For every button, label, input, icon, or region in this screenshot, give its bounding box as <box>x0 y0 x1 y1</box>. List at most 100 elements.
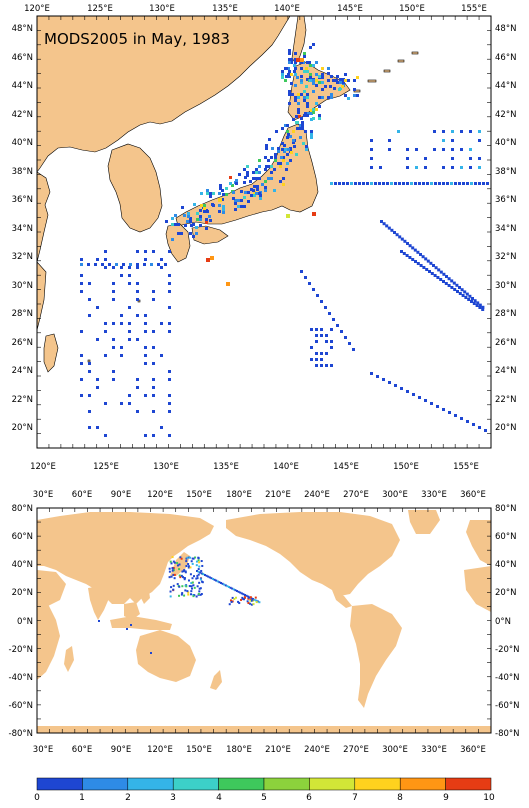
observation-cell <box>143 263 146 266</box>
observation-cell <box>247 597 250 600</box>
y-label: 24°N <box>12 366 33 376</box>
observation-cell <box>303 90 306 93</box>
observation-cell <box>244 176 247 179</box>
observation-cell <box>315 328 318 331</box>
observation-cell <box>466 182 469 185</box>
observation-cell <box>88 370 91 373</box>
observation-cell <box>446 182 449 185</box>
observation-cell <box>469 166 472 169</box>
observation-cell <box>286 124 289 127</box>
observation-cell <box>284 124 287 127</box>
observation-cell <box>288 102 291 105</box>
observation-cell <box>309 46 312 49</box>
observation-cell <box>288 49 291 52</box>
observation-cell <box>195 560 198 563</box>
y-label: 20°N <box>12 423 33 433</box>
observation-cell <box>222 208 225 211</box>
observation-cell <box>189 566 192 569</box>
observation-cell <box>318 96 321 99</box>
observation-cell <box>256 188 259 191</box>
observation-cell <box>354 182 357 185</box>
observation-cell <box>264 168 267 171</box>
observation-cell <box>186 556 189 559</box>
observation-cell <box>470 300 473 303</box>
observation-cell <box>168 394 171 397</box>
observation-cell <box>80 362 83 365</box>
observation-cell <box>433 274 437 277</box>
y-label: 40°N <box>495 560 516 570</box>
observation-cell <box>305 148 308 151</box>
observation-cell <box>212 578 214 580</box>
observation-cell <box>194 556 197 559</box>
observation-cell <box>370 148 373 151</box>
y-label: 20°N <box>495 423 516 433</box>
y-label: 48°N <box>12 24 33 34</box>
colorbar-label: 7 <box>352 793 358 803</box>
observation-cell <box>136 314 139 317</box>
observation-cell <box>303 114 306 117</box>
observation-cell <box>310 112 313 115</box>
observation-cell <box>312 108 315 111</box>
observation-cell <box>318 105 321 108</box>
observation-cell <box>302 61 305 64</box>
observation-cell <box>192 557 195 560</box>
y-label: 34°N <box>12 224 33 234</box>
regional-observations <box>80 43 489 437</box>
observation-cell <box>299 136 302 139</box>
observation-cell <box>200 569 203 572</box>
observation-cell <box>474 182 477 185</box>
x-label: 30°E <box>33 490 53 500</box>
observation-cell <box>205 227 208 230</box>
observation-cell <box>259 197 262 200</box>
observation-cell <box>255 192 258 195</box>
observation-cell <box>303 55 306 58</box>
global-observations <box>98 556 261 654</box>
colorbar-swatch <box>218 777 265 791</box>
observation-cell <box>104 258 107 261</box>
x-label: 120°E <box>30 462 56 472</box>
observation-cell <box>187 212 190 215</box>
observation-cell <box>300 81 303 84</box>
observation-cell <box>336 75 339 78</box>
y-label: 38°N <box>495 167 516 177</box>
observation-cell <box>183 214 186 217</box>
observation-cell <box>264 189 267 192</box>
observation-cell <box>168 322 171 325</box>
observation-cell <box>442 182 445 185</box>
observation-cell <box>468 294 472 298</box>
observation-cell <box>297 102 300 105</box>
observation-cell <box>280 156 283 159</box>
observation-cell <box>220 582 222 584</box>
land-indonesia <box>110 616 172 630</box>
observation-cell <box>212 204 215 207</box>
observation-cell <box>290 73 293 76</box>
observation-cell <box>190 593 193 596</box>
land-korea <box>107 143 163 233</box>
observation-cell <box>339 78 342 81</box>
observation-cell <box>315 61 318 64</box>
observation-cell <box>205 218 208 221</box>
observation-cell <box>144 346 147 349</box>
observation-cell <box>250 188 253 191</box>
observation-cell <box>88 426 91 429</box>
observation-cell <box>209 192 212 195</box>
observation-cell <box>285 75 288 78</box>
observation-cell <box>238 602 241 605</box>
observation-cell <box>330 93 333 96</box>
observation-cell <box>129 263 132 266</box>
observation-cell <box>150 263 153 266</box>
observation-cell <box>240 205 243 208</box>
x-label: 90°E <box>111 745 131 755</box>
observation-cell <box>258 192 261 195</box>
observation-cell <box>222 193 225 196</box>
observation-cell <box>324 306 327 309</box>
observation-cell <box>455 283 459 287</box>
observation-cell <box>94 263 97 266</box>
observation-cell <box>411 246 415 250</box>
observation-cell <box>240 199 243 202</box>
observation-cell <box>128 394 131 397</box>
observation-cell <box>115 263 118 266</box>
observation-cell <box>312 117 315 120</box>
observation-cell <box>128 306 131 309</box>
observation-cell <box>201 564 204 567</box>
